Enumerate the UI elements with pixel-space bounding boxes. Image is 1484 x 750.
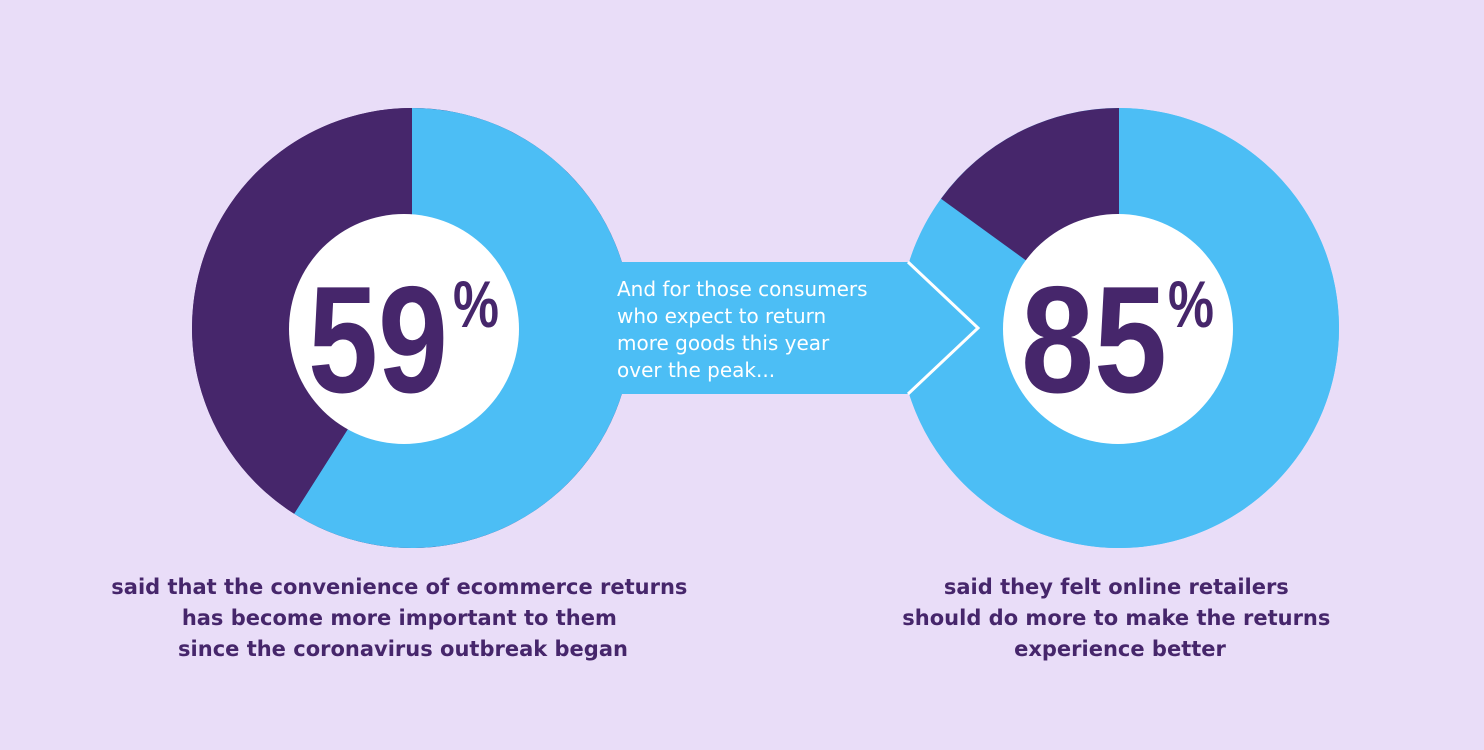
caption-line: since the coronavirus outbreak began [178, 637, 628, 661]
connector-line: who expect to return [617, 304, 826, 328]
caption-line: has become more important to them [182, 606, 617, 630]
stat-number-85: 85 [1021, 255, 1167, 425]
connector-line: over the peak... [617, 358, 775, 382]
connector-text: And for those consumers who expect to re… [617, 277, 874, 382]
percent-sign-right: % [1168, 267, 1214, 341]
stat-number-59: 59 [308, 255, 448, 425]
caption-line: experience better [1014, 637, 1226, 661]
percent-sign-left: % [453, 267, 499, 341]
arrow-chevron [906, 260, 981, 396]
donut-hole-right [1003, 214, 1233, 444]
connector-line: more goods this year [617, 331, 830, 355]
donut-hole-left [289, 214, 519, 444]
caption-left: said that the convenience of ecommerce r… [111, 575, 694, 661]
stat-left: 59 % [308, 255, 499, 425]
connector-arrow: And for those consumers who expect to re… [598, 260, 981, 396]
caption-right: said they felt online retailers should d… [902, 575, 1337, 661]
caption-line: said they felt online retailers [944, 575, 1289, 599]
caption-line: said that the convenience of ecommerce r… [111, 575, 687, 599]
connector-band [598, 262, 978, 394]
caption-line: should do more to make the returns [902, 606, 1330, 630]
stat-right: 85 % [1021, 255, 1214, 425]
connector-line: And for those consumers [617, 277, 868, 301]
